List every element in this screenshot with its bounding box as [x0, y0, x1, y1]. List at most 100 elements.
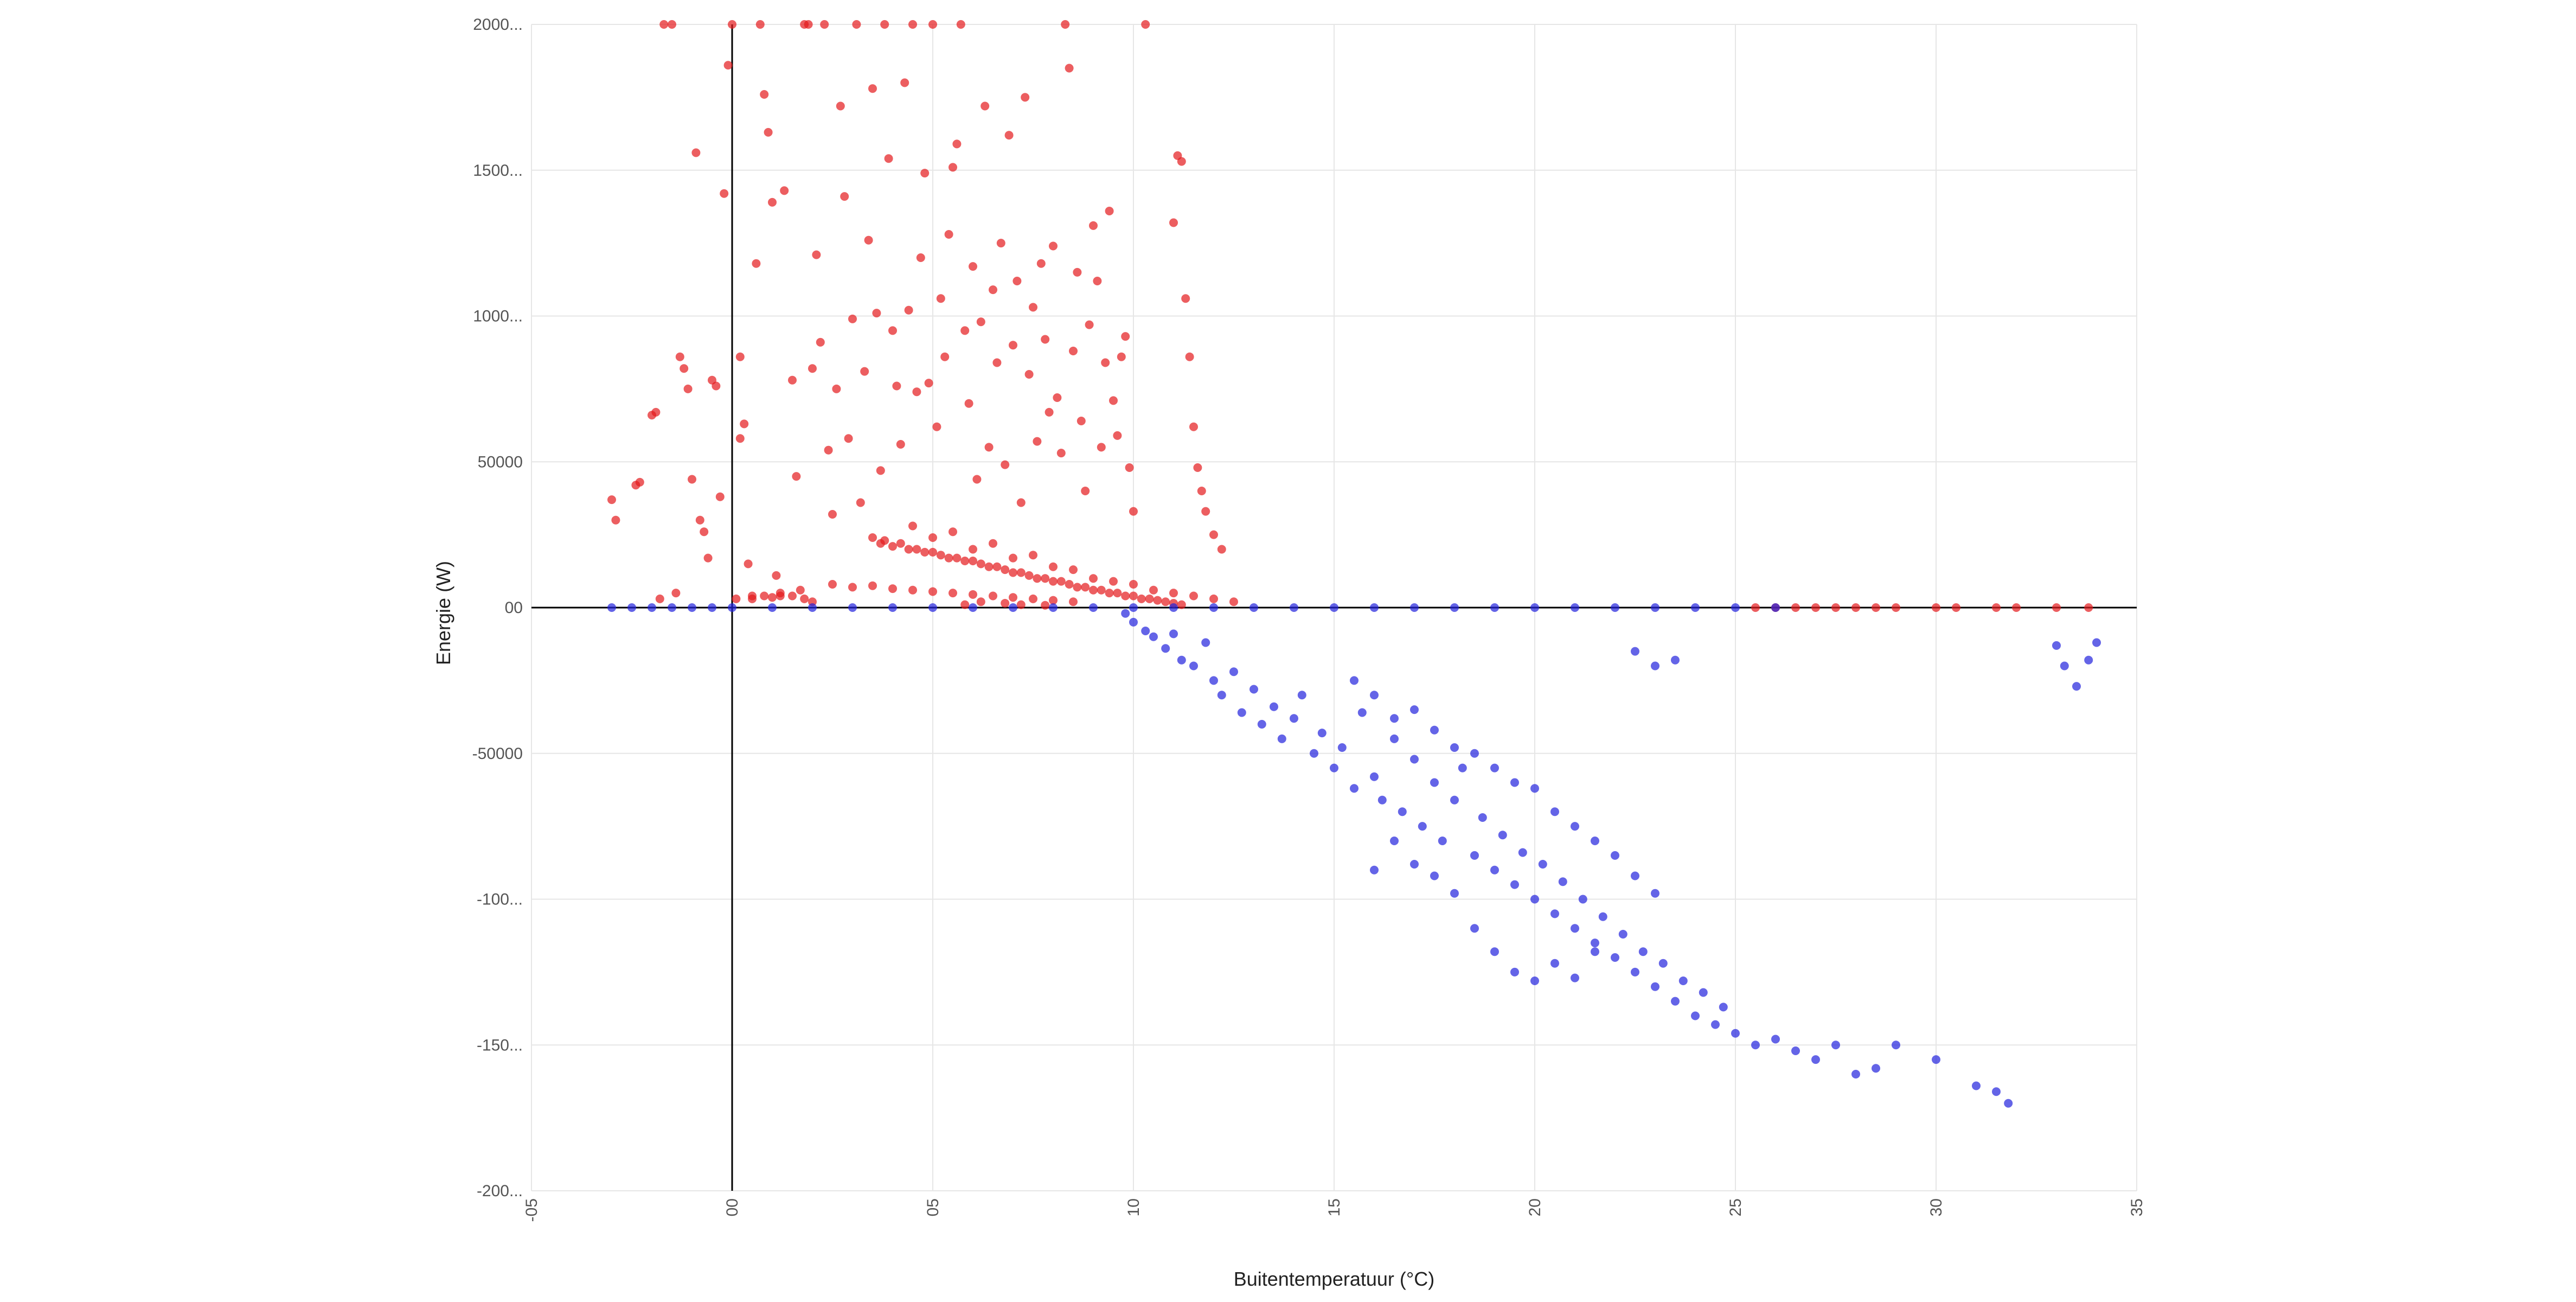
series-1-point [1751, 1041, 1760, 1050]
series-0-point [1089, 221, 1098, 230]
series-1-point [1478, 813, 1487, 822]
series-1-point [1571, 973, 1579, 982]
series-0-point [976, 597, 985, 607]
series-0-point [989, 591, 997, 601]
series-0-point [928, 587, 937, 596]
series-0-point [1872, 603, 1880, 612]
series-0-point [796, 585, 805, 595]
series-1-point [1510, 880, 1519, 889]
y-tick-label: 2000... [473, 16, 523, 34]
series-0-point [1177, 600, 1186, 609]
series-0-point [1992, 603, 2001, 612]
series-0-point [1069, 565, 1078, 575]
x-tick-label: 00 [723, 1198, 741, 1216]
series-0-point [1069, 347, 1078, 355]
x-axis-title: Buitentemperatuur (°C) [1234, 1268, 1435, 1290]
series-0-point [864, 235, 873, 245]
series-0-point [1073, 267, 1082, 277]
series-0-point [1791, 603, 1800, 612]
series-0-point [1189, 591, 1198, 601]
series-0-point [996, 239, 1005, 248]
series-1-point [728, 603, 736, 612]
series-1-point [1578, 895, 1587, 904]
series-1-point [1638, 947, 1648, 956]
series-0-point [960, 326, 970, 335]
series-0-point [764, 127, 773, 137]
series-1-point [2092, 638, 2101, 647]
series-1-point [1571, 924, 1579, 933]
series-0-point [1089, 574, 1098, 583]
series-1-point [1490, 947, 1499, 956]
y-axis-title: Energie (W) [432, 561, 454, 665]
series-0-point [2012, 603, 2021, 612]
series-1-point [1169, 603, 1178, 612]
series-1-point [1571, 822, 1579, 831]
series-0-point [896, 440, 905, 449]
series-1-point [1631, 967, 1639, 976]
series-0-point [1113, 431, 1122, 440]
series-0-point [896, 539, 905, 548]
series-0-point [1029, 303, 1037, 312]
series-0-point [908, 521, 917, 531]
series-0-point [1129, 507, 1138, 516]
series-1-point [1149, 632, 1158, 641]
series-0-point [984, 443, 994, 452]
series-0-point [1093, 277, 1102, 285]
series-1-point [1711, 1020, 1720, 1029]
series-1-point [1370, 865, 1379, 875]
series-0-point [904, 545, 913, 554]
series-1-point [648, 603, 656, 612]
series-0-point [1105, 589, 1114, 598]
series-0-point [908, 585, 917, 595]
series-0-point [1024, 370, 1034, 379]
series-1-point [1699, 988, 1708, 997]
series-1-point [1550, 909, 1559, 918]
series-0-point [816, 337, 825, 347]
series-0-point [936, 294, 945, 303]
series-1-point [1310, 749, 1318, 758]
series-1-point [1390, 734, 1399, 743]
series-1-point [2004, 1099, 2013, 1108]
series-0-point [723, 61, 733, 70]
series-0-point [780, 186, 789, 195]
series-1-point [1550, 807, 1559, 816]
series-0-point [1932, 603, 1940, 612]
series-0-point [888, 584, 897, 593]
series-0-point [728, 20, 736, 29]
series-0-point [1029, 551, 1037, 560]
series-0-point [1016, 498, 1026, 507]
tick-labels: -05 00 05 10 15 20 25 30 35 2000... 1500... 1000...… [472, 16, 2146, 1222]
series-0-point [989, 539, 997, 548]
series-0-point [1004, 131, 1014, 140]
series-0-point [1049, 596, 1058, 605]
series-1-point [1317, 729, 1327, 738]
series-0-point [1009, 553, 1017, 563]
series-0-point [1033, 437, 1042, 446]
series-1-point [1518, 848, 1527, 857]
series-1-point [1932, 1055, 1940, 1064]
series-1-point [1410, 705, 1419, 714]
series-0-point [1081, 487, 1090, 495]
series-0-point [992, 358, 1002, 367]
series-0-point [792, 472, 801, 481]
series-0-point [1109, 577, 1118, 586]
series-1-point [888, 603, 897, 612]
series-0-point [860, 367, 869, 376]
series-1-point [1470, 924, 1479, 933]
series-1-point [1530, 603, 1539, 612]
series-0-point [1045, 407, 1054, 417]
series-0-point [1811, 603, 1820, 612]
series-0-point [1109, 396, 1118, 405]
series-1-point [1530, 895, 1539, 904]
series-0-point [1049, 241, 1058, 251]
series-1-point [668, 603, 676, 612]
series-0-point [1001, 598, 1010, 608]
series-0-point [752, 259, 761, 268]
series-0-point [1105, 207, 1114, 215]
series-1-point [1658, 959, 1668, 968]
series-1-point [1297, 691, 1306, 700]
series-1-point [1992, 1087, 2001, 1096]
series-1-point [1611, 851, 1619, 860]
y-tick-label: 00 [505, 599, 523, 617]
series-0-point [1229, 597, 1238, 607]
